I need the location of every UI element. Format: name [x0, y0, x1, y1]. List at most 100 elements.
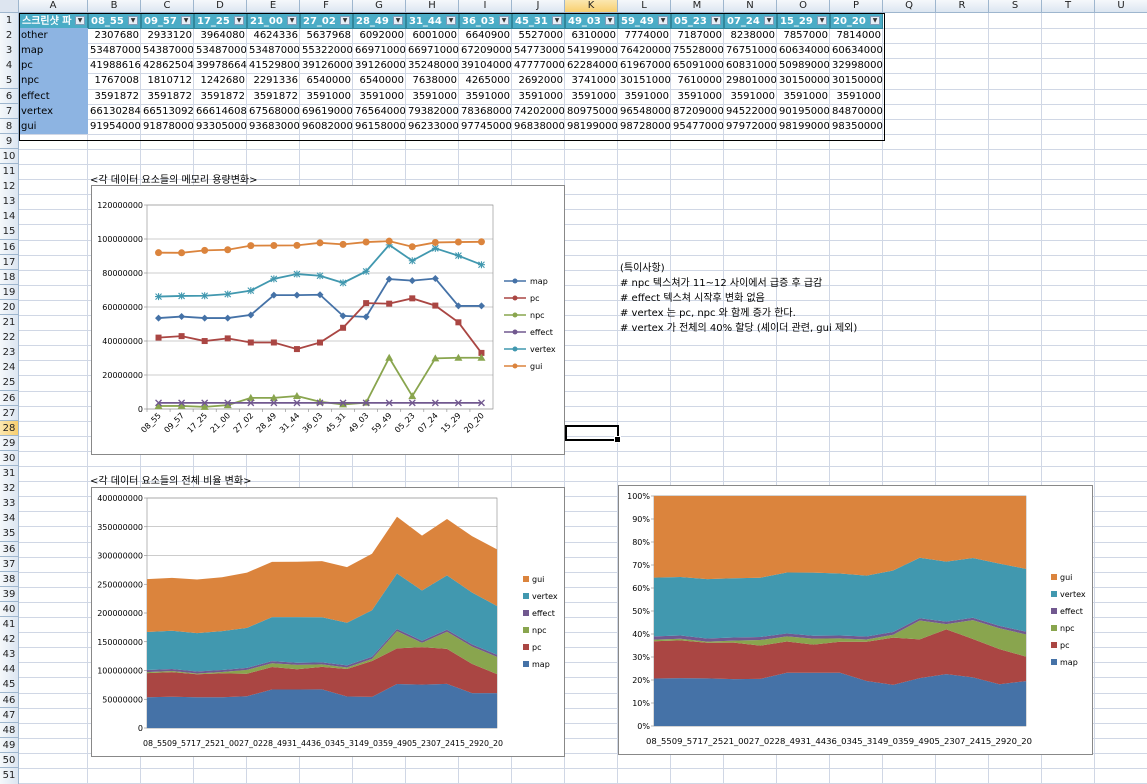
- table-cell[interactable]: 60831000: [726, 60, 777, 72]
- row-header-34[interactable]: 34: [0, 511, 19, 527]
- table-cell[interactable]: 76420000: [620, 45, 671, 57]
- filter-dropdown-icon[interactable]: ▼: [711, 16, 721, 25]
- row-header-7[interactable]: 7: [0, 103, 19, 120]
- table-header-cell[interactable]: 31_44 ▼: [406, 13, 459, 29]
- table-cell[interactable]: 96158000: [355, 120, 406, 132]
- table-cell[interactable]: 90195000: [779, 105, 830, 117]
- table-cell[interactable]: 30150000: [832, 75, 883, 87]
- filter-dropdown-icon[interactable]: ▼: [446, 16, 456, 25]
- filter-dropdown-icon[interactable]: ▼: [605, 16, 615, 25]
- column-header-t[interactable]: T: [1042, 0, 1095, 13]
- row-label-cell[interactable]: npc: [19, 73, 88, 89]
- table-cell[interactable]: 1242680: [200, 75, 245, 87]
- table-cell[interactable]: 54387000: [143, 45, 194, 57]
- table-cell[interactable]: 3741000: [571, 75, 616, 87]
- filter-dropdown-icon[interactable]: ▼: [764, 16, 774, 25]
- filter-dropdown-icon[interactable]: ▼: [870, 16, 880, 25]
- filter-dropdown-icon[interactable]: ▼: [128, 16, 138, 25]
- row-header-11[interactable]: 11: [0, 164, 19, 180]
- table-cell[interactable]: 53487000: [196, 45, 247, 57]
- row-header-51[interactable]: 51: [0, 768, 19, 784]
- column-header-a[interactable]: A: [19, 0, 88, 13]
- filter-dropdown-icon[interactable]: ▼: [287, 16, 297, 25]
- filter-dropdown-icon[interactable]: ▼: [817, 16, 827, 25]
- column-header-o[interactable]: O: [777, 0, 830, 13]
- table-cell[interactable]: 97745000: [461, 120, 512, 132]
- select-all-corner[interactable]: [0, 0, 19, 13]
- row-header-1[interactable]: 1: [0, 13, 19, 29]
- table-cell[interactable]: 94522000: [726, 105, 777, 117]
- table-header-cell[interactable]: 15_29 ▼: [777, 13, 830, 29]
- table-cell[interactable]: 3591000: [465, 90, 510, 102]
- column-header-k[interactable]: K: [565, 0, 618, 13]
- row-header-35[interactable]: 35: [0, 526, 19, 542]
- column-header-q[interactable]: Q: [883, 0, 936, 13]
- table-cell[interactable]: 96838000: [514, 120, 565, 132]
- row-header-28[interactable]: 28: [0, 420, 19, 437]
- table-cell[interactable]: 3591000: [571, 90, 616, 102]
- table-cell[interactable]: 76564000: [355, 105, 406, 117]
- table-cell[interactable]: 96233000: [408, 120, 459, 132]
- table-header-cell[interactable]: 08_55 ▼: [88, 13, 141, 29]
- table-cell[interactable]: 2692000: [518, 75, 563, 87]
- table-cell[interactable]: 96082000: [302, 120, 353, 132]
- row-header-6[interactable]: 6: [0, 88, 19, 105]
- table-cell[interactable]: 35248000: [408, 60, 459, 72]
- column-header-g[interactable]: G: [353, 0, 406, 13]
- table-header-cell[interactable]: 05_23 ▼: [671, 13, 724, 29]
- table-cell[interactable]: 3591000: [359, 90, 404, 102]
- row-header-9[interactable]: 9: [0, 133, 19, 150]
- table-cell[interactable]: 7814000: [836, 30, 881, 42]
- table-cell[interactable]: 3591872: [147, 90, 192, 102]
- table-cell[interactable]: 91878000: [143, 120, 194, 132]
- table-cell[interactable]: 66513092: [143, 105, 194, 117]
- row-header-17[interactable]: 17: [0, 254, 19, 271]
- table-cell[interactable]: 60634000: [832, 45, 883, 57]
- row-header-43[interactable]: 43: [0, 647, 19, 663]
- table-cell[interactable]: 4265000: [465, 75, 510, 87]
- row-header-24[interactable]: 24: [0, 360, 19, 376]
- filter-dropdown-icon[interactable]: ▼: [181, 16, 191, 25]
- row-header-29[interactable]: 29: [0, 435, 19, 452]
- row-header-15[interactable]: 15: [0, 224, 19, 240]
- table-cell[interactable]: 69619000: [302, 105, 353, 117]
- table-cell[interactable]: 39104000: [461, 60, 512, 72]
- row-header-14[interactable]: 14: [0, 209, 19, 225]
- table-cell[interactable]: 7610000: [677, 75, 722, 87]
- table-cell[interactable]: 67568000: [249, 105, 300, 117]
- row-header-5[interactable]: 5: [0, 73, 19, 89]
- table-header-cell[interactable]: 49_03 ▼: [565, 13, 618, 29]
- filter-dropdown-icon[interactable]: ▼: [75, 16, 85, 25]
- row-label-cell[interactable]: other: [19, 28, 88, 44]
- row-label-cell[interactable]: gui: [19, 118, 88, 135]
- table-cell[interactable]: 6540000: [306, 75, 351, 87]
- row-header-50[interactable]: 50: [0, 752, 19, 769]
- table-cell[interactable]: 96548000: [620, 105, 671, 117]
- table-header-cell[interactable]: 07_24 ▼: [724, 13, 777, 29]
- table-cell[interactable]: 41988616: [90, 60, 141, 72]
- table-cell[interactable]: 6001000: [412, 30, 457, 42]
- table-header-cell[interactable]: 21_00 ▼: [247, 13, 300, 29]
- table-cell[interactable]: 97972000: [726, 120, 777, 132]
- table-cell[interactable]: 65091000: [673, 60, 724, 72]
- column-header-f[interactable]: F: [300, 0, 353, 13]
- table-cell[interactable]: 98199000: [779, 120, 830, 132]
- filter-dropdown-icon[interactable]: ▼: [552, 16, 562, 25]
- table-cell[interactable]: 2291336: [253, 75, 298, 87]
- table-cell[interactable]: 3591000: [624, 90, 669, 102]
- column-header-r[interactable]: R: [936, 0, 989, 13]
- table-cell[interactable]: 78368000: [461, 105, 512, 117]
- column-header-p[interactable]: P: [830, 0, 883, 13]
- row-header-46[interactable]: 46: [0, 692, 19, 709]
- table-cell[interactable]: 7638000: [412, 75, 457, 87]
- table-cell[interactable]: 3591872: [200, 90, 245, 102]
- row-header-8[interactable]: 8: [0, 118, 19, 135]
- row-header-39[interactable]: 39: [0, 586, 19, 603]
- row-header-23[interactable]: 23: [0, 345, 19, 361]
- row-header-45[interactable]: 45: [0, 677, 19, 693]
- row-header-19[interactable]: 19: [0, 284, 19, 301]
- table-cell[interactable]: 80975000: [567, 105, 618, 117]
- filter-dropdown-icon[interactable]: ▼: [499, 16, 509, 25]
- table-cell[interactable]: 39126000: [302, 60, 353, 72]
- row-label-cell[interactable]: pc: [19, 58, 88, 74]
